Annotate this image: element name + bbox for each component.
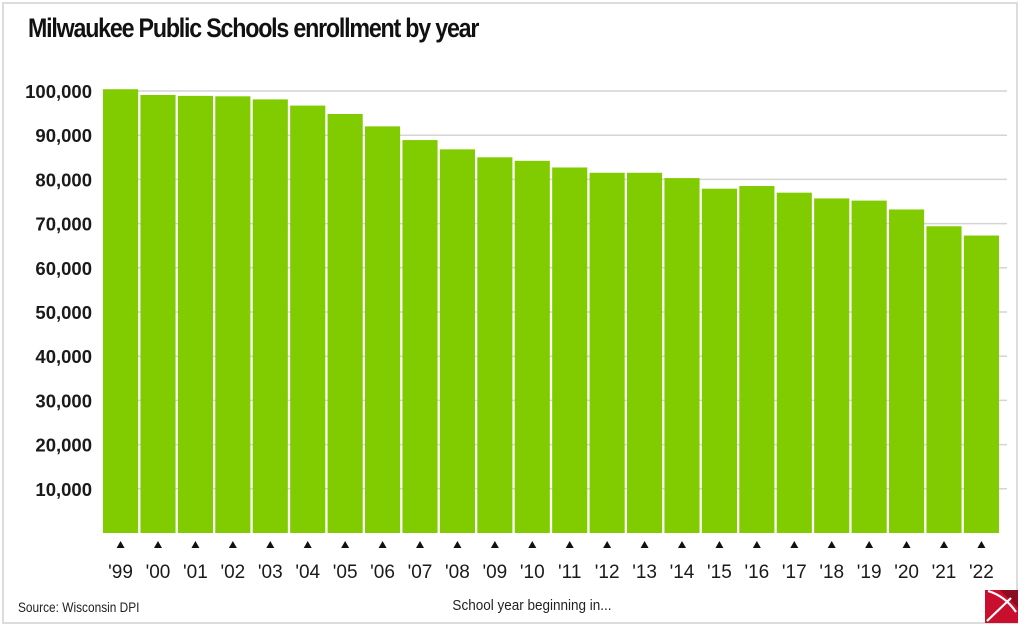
x-tick-marker — [902, 541, 911, 548]
x-tick-marker — [528, 541, 537, 548]
bar — [701, 188, 737, 533]
pickaxe-logo-icon — [985, 590, 1018, 623]
x-tick-marker — [228, 541, 237, 548]
x-tick-marker — [116, 541, 125, 548]
y-tick-label: 30,000 — [35, 390, 92, 411]
bar — [589, 172, 625, 533]
bar — [327, 113, 363, 533]
x-tick-marker — [752, 541, 761, 548]
bar — [926, 226, 962, 533]
x-tick-marker — [341, 541, 350, 548]
x-tick-label: '14 — [670, 562, 695, 583]
x-tick-marker — [266, 541, 275, 548]
bar — [215, 96, 251, 533]
y-tick-label: 100,000 — [25, 81, 92, 102]
x-tick-marker — [678, 541, 687, 548]
x-tick-label: '22 — [969, 562, 994, 583]
x-tick-marker — [827, 541, 836, 548]
x-tick-marker — [865, 541, 874, 548]
x-tick-marker — [191, 541, 200, 548]
source-note: Source: Wisconsin DPI — [18, 600, 140, 615]
y-tick-label: 10,000 — [35, 479, 92, 500]
x-tick-marker — [303, 541, 312, 548]
x-tick-label: '05 — [333, 562, 358, 583]
bar — [889, 209, 925, 533]
x-tick-label: '01 — [183, 562, 208, 583]
x-tick-marker — [490, 541, 499, 548]
bar — [739, 186, 775, 533]
x-tick-label: '06 — [370, 562, 395, 583]
x-tick-marker — [453, 541, 462, 548]
x-tick-label: '21 — [932, 562, 957, 583]
x-tick-label: '07 — [408, 562, 433, 583]
chart-title: Milwaukee Public Schools enrollment by y… — [28, 13, 479, 43]
bar — [365, 126, 401, 534]
bar — [963, 235, 999, 533]
x-tick-label: '20 — [894, 562, 919, 583]
x-tick-label: '12 — [595, 562, 620, 583]
x-tick-marker — [415, 541, 424, 548]
x-tick-marker — [153, 541, 162, 548]
x-axis-label: School year beginning in... — [452, 597, 612, 614]
bar — [664, 178, 700, 533]
x-tick-label: '10 — [520, 562, 545, 583]
x-tick-label: '11 — [558, 562, 581, 583]
x-tick-marker — [603, 541, 612, 548]
bar — [402, 140, 438, 533]
y-tick-label: 50,000 — [35, 302, 92, 323]
x-tick-marker — [940, 541, 949, 548]
bar — [477, 157, 513, 534]
bar — [103, 89, 139, 534]
y-tick-label: 60,000 — [35, 258, 92, 279]
bar — [252, 99, 288, 533]
y-axis-ticks: 10,000 20,000 30,000 40,000 50,000 60,000 70,0… — [25, 81, 92, 500]
x-tick-label: '08 — [445, 562, 470, 583]
y-tick-label: 70,000 — [35, 214, 92, 235]
x-tick-label: '13 — [632, 562, 657, 583]
y-tick-label: 20,000 — [35, 435, 92, 456]
x-tick-label: '16 — [744, 562, 769, 583]
y-tick-label: 90,000 — [35, 125, 92, 146]
bar — [814, 198, 850, 533]
x-tick-marker — [977, 541, 986, 548]
bars — [103, 89, 999, 534]
bar — [290, 105, 326, 533]
logo-pick-stroke — [987, 590, 1017, 613]
bar — [627, 172, 663, 533]
bar — [439, 149, 475, 533]
x-tick-label: '03 — [258, 562, 283, 583]
x-tick-label: '04 — [295, 562, 320, 583]
x-axis-ticks: '99 '00 '01 '02 '03 '04 '05 '06 '07 '08 '09 '10 '11 '… — [108, 541, 994, 583]
x-tick-label: '02 — [220, 562, 245, 583]
x-tick-marker — [565, 541, 574, 548]
bar — [776, 192, 812, 533]
x-tick-marker — [640, 541, 649, 548]
bar — [140, 94, 176, 533]
y-tick-label: 80,000 — [35, 169, 92, 190]
x-tick-label: '17 — [782, 562, 807, 583]
x-tick-marker — [715, 541, 724, 548]
bar — [514, 160, 550, 533]
x-tick-marker — [790, 541, 799, 548]
x-tick-label: '99 — [108, 562, 133, 583]
y-tick-label: 40,000 — [35, 346, 92, 367]
bar — [851, 200, 887, 533]
x-tick-label: '00 — [146, 562, 171, 583]
x-tick-marker — [378, 541, 387, 548]
x-tick-label: '18 — [819, 562, 844, 583]
bar — [552, 167, 588, 533]
x-tick-label: '09 — [482, 562, 507, 583]
x-tick-label: '19 — [857, 562, 882, 583]
x-tick-label: '15 — [707, 562, 732, 583]
bar — [177, 95, 213, 533]
